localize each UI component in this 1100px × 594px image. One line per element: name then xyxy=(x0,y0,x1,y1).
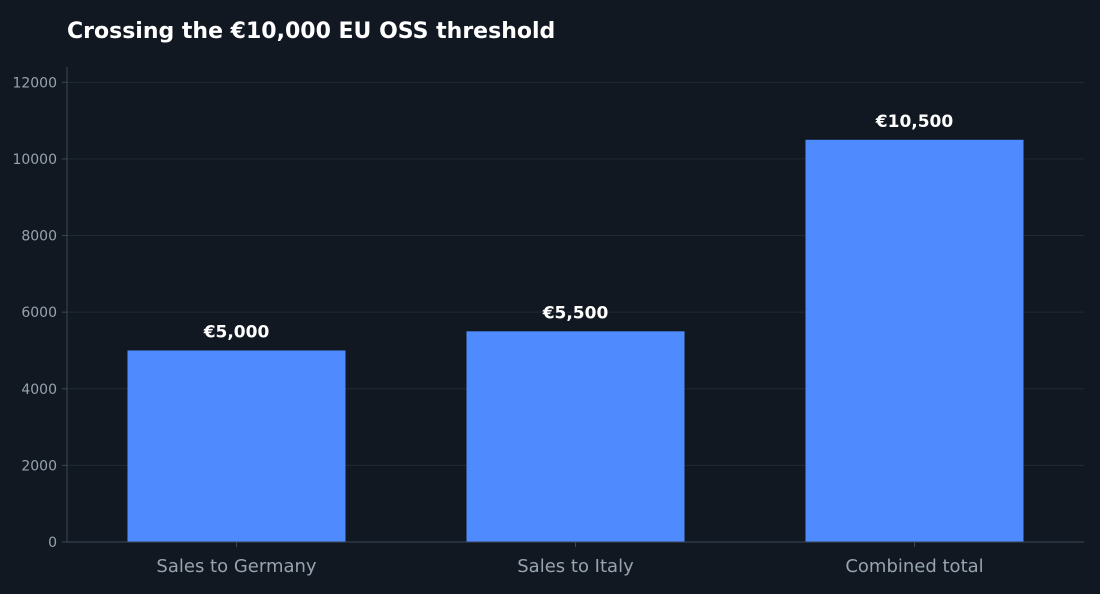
labels: €5,000 €5,500 €10,500 xyxy=(203,112,954,343)
x-tick-label: Sales to Italy xyxy=(517,556,634,577)
bars xyxy=(127,139,1024,542)
bar-value-label: €10,500 xyxy=(875,112,954,132)
y-tick-label: 12000 xyxy=(12,75,57,91)
y-tick-label: 0 xyxy=(48,535,57,551)
axes: 0 2000 4000 6000 8000 10000 12000 Sales to Germ… xyxy=(12,67,1084,577)
y-tick-label: 10000 xyxy=(12,152,57,168)
y-tick-label: 8000 xyxy=(21,229,57,245)
chart-title: Crossing the €10,000 EU OSS threshold xyxy=(67,19,556,44)
y-tick-label: 2000 xyxy=(21,458,57,474)
y-tick-label: 6000 xyxy=(21,305,57,321)
bar xyxy=(127,350,346,542)
y-tick-label: 4000 xyxy=(21,382,57,398)
bar xyxy=(466,331,685,542)
bar-value-label: €5,000 xyxy=(203,322,270,342)
bar-value-label: €5,500 xyxy=(542,303,609,323)
x-tick-label: Combined total xyxy=(845,556,983,577)
x-tick-label: Sales to Germany xyxy=(156,556,317,577)
bar xyxy=(805,139,1024,542)
